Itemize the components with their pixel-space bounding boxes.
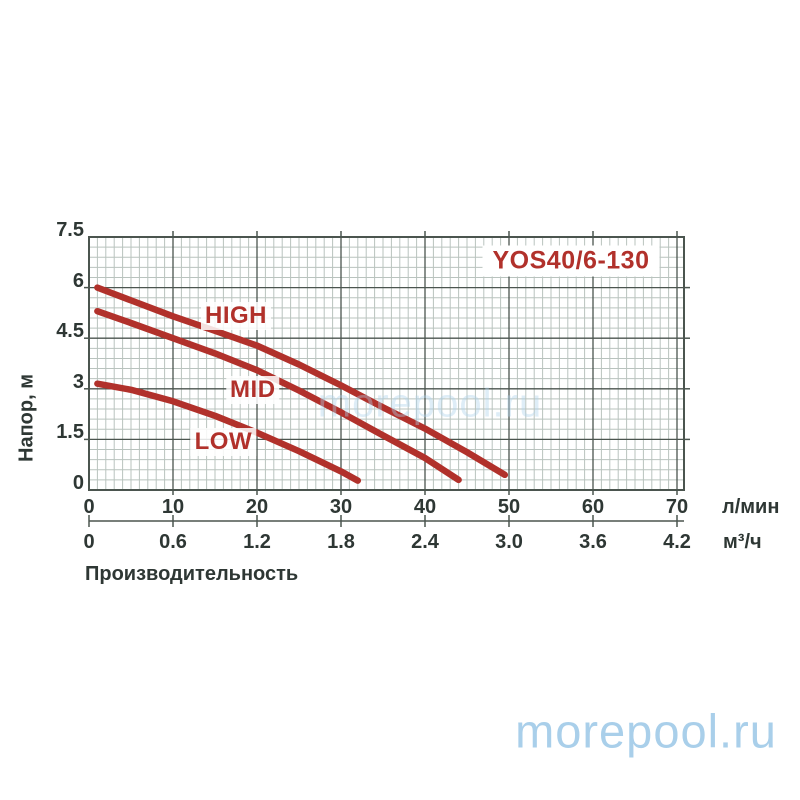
- y-tick-label: 6: [72, 269, 84, 292]
- x-axis-unit-lmin: л/мин: [722, 496, 780, 518]
- x-tick-lmin-label: 10: [161, 496, 185, 518]
- x-tick-m3h-label: 1.8: [327, 531, 355, 553]
- x-tick-lmin-label: 20: [245, 496, 269, 518]
- x-tick-lmin-label: 0: [83, 496, 95, 518]
- x-tick-m3h-label: 4.2: [663, 531, 691, 553]
- x-tick-m3h-label: 3.0: [495, 531, 523, 553]
- x-tick-m3h-label: 2.4: [411, 531, 439, 553]
- series-label-high: HIGH: [201, 302, 271, 331]
- x-axis-m3h-ruler: [88, 515, 684, 527]
- x-axis-unit-m3h: м³/ч: [723, 531, 762, 553]
- x-tick-m3h-label: 0: [83, 531, 95, 553]
- series-label-low: LOW: [190, 428, 257, 457]
- x-tick-lmin-label: 30: [329, 496, 353, 518]
- x-tick-lmin-label: 70: [665, 496, 689, 518]
- y-tick-label: 4.5: [56, 320, 84, 343]
- x-tick-lmin-label: 40: [413, 496, 437, 518]
- ghost-watermark-text: morepool.ru: [317, 381, 543, 426]
- series-label-mid: MID: [226, 376, 280, 405]
- x-axis-title: Производительность: [85, 563, 299, 585]
- y-tick-label: 0: [72, 472, 84, 494]
- x-tick-lmin-label: 50: [497, 496, 521, 518]
- y-axis-title: Напор, м: [15, 374, 38, 462]
- y-tick-label: 1.5: [56, 421, 84, 444]
- chart-title: YOS40/6-130: [482, 245, 660, 277]
- x-tick-m3h-label: 0.6: [159, 531, 187, 553]
- y-tick-label: 3: [72, 370, 84, 393]
- curve-low: [94, 380, 362, 484]
- x-tick-m3h-label: 3.6: [579, 531, 607, 553]
- site-watermark-text: morepool.ru: [515, 704, 777, 758]
- axis-ticks: [84, 231, 690, 495]
- curve-high: [94, 284, 509, 479]
- x-tick-m3h-label: 1.2: [243, 531, 271, 553]
- plot-border: [88, 236, 685, 491]
- y-tick-label: 7.5: [56, 219, 84, 241]
- x-tick-lmin-label: 60: [581, 496, 605, 518]
